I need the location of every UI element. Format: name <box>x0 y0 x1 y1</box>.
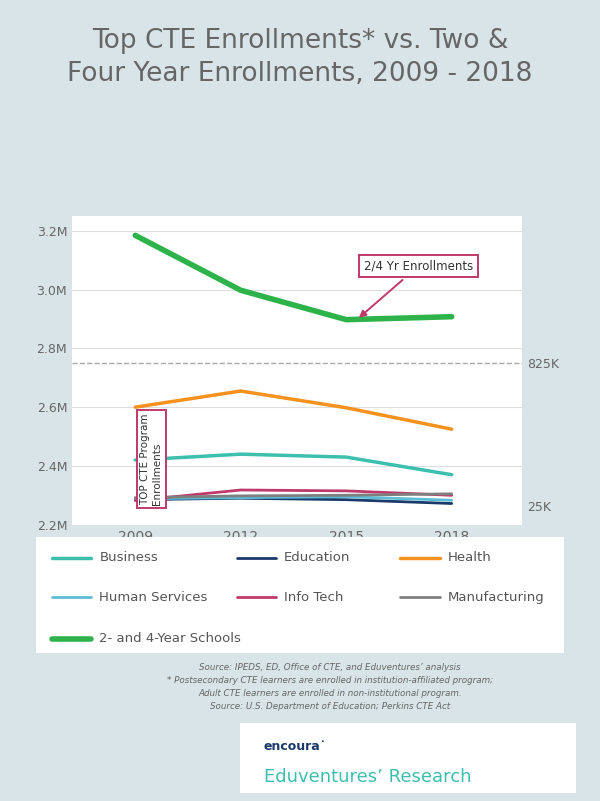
Text: 2- and 4-Year Schools: 2- and 4-Year Schools <box>100 632 241 646</box>
Text: Top CTE Enrollments* vs. Two &
Four Year Enrollments, 2009 - 2018: Top CTE Enrollments* vs. Two & Four Year… <box>67 28 533 87</box>
Text: TOP CTE Program
Enrollments: TOP CTE Program Enrollments <box>140 413 162 505</box>
Text: Info Tech: Info Tech <box>284 590 344 604</box>
Text: Business: Business <box>100 551 158 564</box>
Text: Source: IPEDS, ED, Office of CTE, and Eduventures’ analysis
* Postsecondary CTE : Source: IPEDS, ED, Office of CTE, and Ed… <box>167 663 493 710</box>
Text: Human Services: Human Services <box>100 590 208 604</box>
Text: encoura˙: encoura˙ <box>263 740 326 753</box>
Text: Health: Health <box>448 551 491 564</box>
Text: Eduventures’ Research: Eduventures’ Research <box>263 768 471 787</box>
Text: Manufacturing: Manufacturing <box>448 590 545 604</box>
Text: 2/4 Yr Enrollments: 2/4 Yr Enrollments <box>361 260 473 316</box>
Text: Education: Education <box>284 551 350 564</box>
